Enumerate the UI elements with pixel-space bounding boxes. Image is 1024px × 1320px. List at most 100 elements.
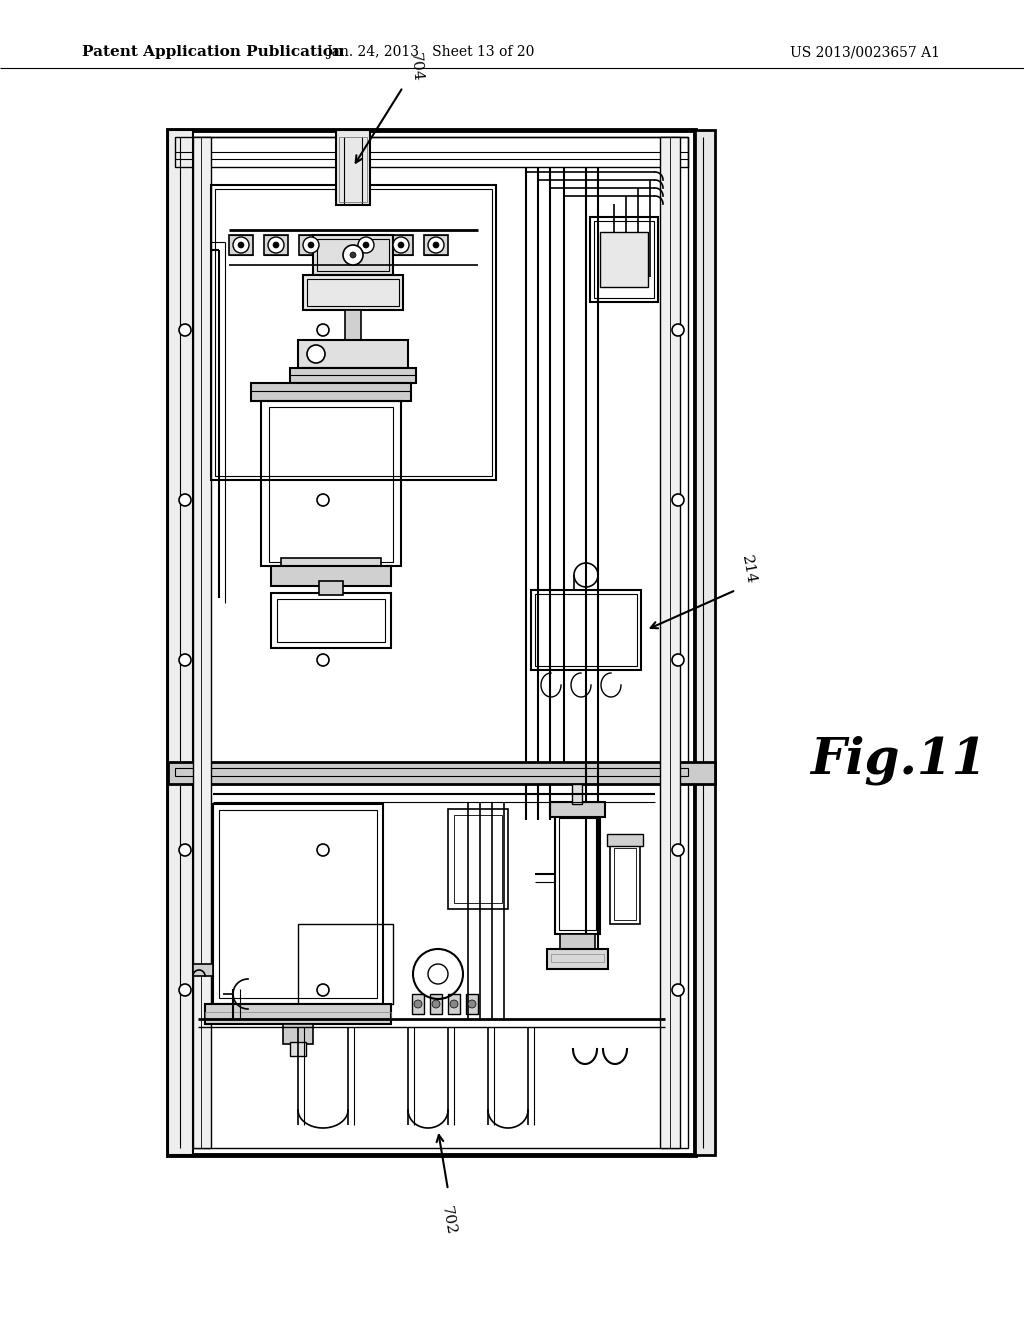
Bar xyxy=(317,239,389,271)
Bar xyxy=(215,189,492,477)
Bar xyxy=(168,129,193,1155)
Bar xyxy=(213,804,383,1005)
Bar xyxy=(264,235,288,255)
Circle shape xyxy=(672,653,684,667)
Bar xyxy=(466,994,478,1014)
Bar xyxy=(339,137,367,202)
Bar xyxy=(424,235,449,255)
Bar xyxy=(607,834,643,846)
Bar xyxy=(449,994,460,1014)
Bar xyxy=(298,341,408,368)
Bar xyxy=(600,232,648,286)
Bar xyxy=(550,803,605,817)
Circle shape xyxy=(672,494,684,506)
Bar xyxy=(594,220,654,298)
Text: 702: 702 xyxy=(438,1205,458,1236)
Circle shape xyxy=(358,238,374,253)
Bar xyxy=(290,1041,306,1056)
Bar xyxy=(430,994,442,1014)
Bar xyxy=(313,235,393,275)
Circle shape xyxy=(303,238,319,253)
Bar xyxy=(660,137,680,1148)
Bar xyxy=(336,129,370,205)
Circle shape xyxy=(273,242,279,248)
Bar xyxy=(298,924,393,1005)
Bar xyxy=(168,762,715,784)
Bar xyxy=(345,310,361,341)
Circle shape xyxy=(317,653,329,667)
Circle shape xyxy=(468,1001,476,1008)
Circle shape xyxy=(343,246,362,265)
Bar xyxy=(389,235,413,255)
Circle shape xyxy=(450,1001,458,1008)
Bar xyxy=(412,994,424,1014)
Bar xyxy=(559,818,596,931)
Circle shape xyxy=(268,238,284,253)
Bar xyxy=(205,1012,391,1018)
Circle shape xyxy=(398,242,404,248)
Circle shape xyxy=(432,1001,440,1008)
Text: Fig.11: Fig.11 xyxy=(810,735,986,785)
Bar xyxy=(531,590,641,671)
Circle shape xyxy=(350,252,356,257)
Bar xyxy=(211,185,496,480)
Circle shape xyxy=(317,323,329,337)
Bar xyxy=(454,814,502,903)
Circle shape xyxy=(428,238,444,253)
Bar xyxy=(229,235,253,255)
Bar xyxy=(271,566,391,586)
Bar xyxy=(219,810,377,998)
Bar xyxy=(590,216,658,302)
Bar xyxy=(278,599,385,642)
Bar xyxy=(449,809,508,909)
Circle shape xyxy=(317,843,329,855)
Bar xyxy=(271,593,391,648)
Bar xyxy=(319,581,343,595)
Bar xyxy=(175,137,688,1148)
Bar xyxy=(269,407,393,562)
Bar xyxy=(610,843,640,924)
Circle shape xyxy=(317,983,329,997)
Circle shape xyxy=(672,983,684,997)
Circle shape xyxy=(428,964,449,983)
Circle shape xyxy=(179,843,191,855)
Bar xyxy=(614,847,636,920)
Bar xyxy=(290,368,416,383)
Bar xyxy=(303,275,403,310)
Bar xyxy=(560,935,595,949)
Circle shape xyxy=(362,242,369,248)
Text: Jan. 24, 2013   Sheet 13 of 20: Jan. 24, 2013 Sheet 13 of 20 xyxy=(326,45,535,59)
Bar xyxy=(175,137,688,168)
Bar xyxy=(547,949,608,969)
Circle shape xyxy=(414,1001,422,1008)
Bar xyxy=(354,235,378,255)
Bar xyxy=(193,964,213,975)
Bar xyxy=(251,383,411,401)
Circle shape xyxy=(238,242,244,248)
Bar xyxy=(307,279,399,306)
Circle shape xyxy=(307,345,325,363)
Circle shape xyxy=(179,323,191,337)
Bar xyxy=(168,129,695,1155)
Circle shape xyxy=(672,843,684,855)
Circle shape xyxy=(179,494,191,506)
Text: Patent Application Publication: Patent Application Publication xyxy=(82,45,344,59)
Bar xyxy=(281,558,381,573)
Bar xyxy=(193,137,211,1148)
Bar xyxy=(261,401,401,566)
Bar xyxy=(205,1005,391,1024)
Bar xyxy=(551,954,604,962)
Circle shape xyxy=(393,238,409,253)
Bar xyxy=(535,594,637,667)
Circle shape xyxy=(233,238,249,253)
Circle shape xyxy=(179,983,191,997)
Text: US 2013/0023657 A1: US 2013/0023657 A1 xyxy=(790,45,940,59)
Text: 214: 214 xyxy=(739,554,758,585)
Bar xyxy=(283,1024,313,1044)
Circle shape xyxy=(308,242,314,248)
Circle shape xyxy=(672,323,684,337)
Bar xyxy=(695,129,715,1155)
Bar xyxy=(572,784,582,804)
Circle shape xyxy=(179,653,191,667)
Circle shape xyxy=(317,494,329,506)
